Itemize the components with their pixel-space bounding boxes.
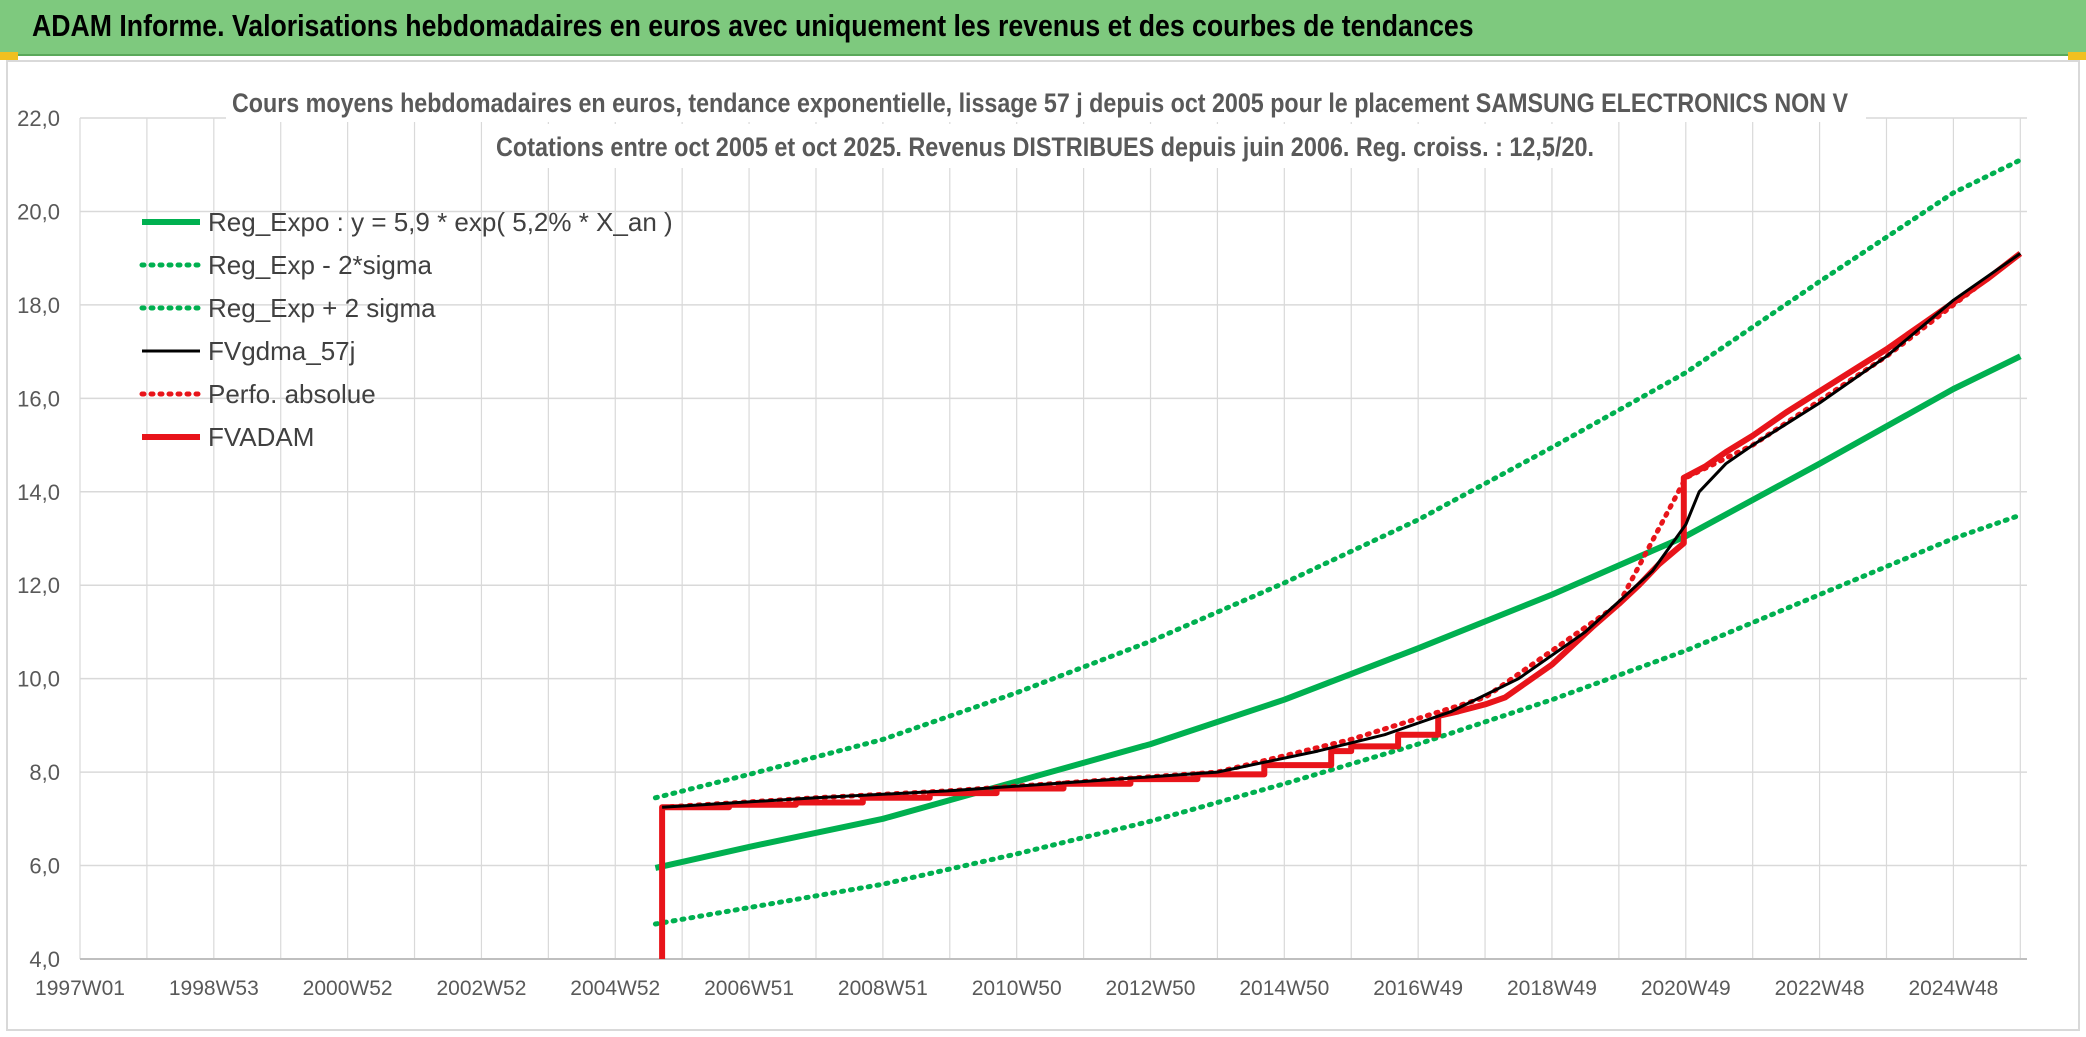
x-tick-label: 1998W53 xyxy=(169,977,259,1000)
series-line-3 xyxy=(662,252,2022,809)
x-tick-label: 2006W51 xyxy=(704,977,794,1000)
series-line-1 xyxy=(652,512,2023,927)
corner-mark-right xyxy=(2068,52,2086,60)
series-line-5 xyxy=(659,251,2023,959)
y-tick-label: 18,0 xyxy=(17,293,60,318)
legend-label: Reg_Expo : y = 5,9 * exp( 5,2% * X_an ) xyxy=(208,207,673,237)
y-tick-label: 10,0 xyxy=(17,667,60,692)
x-tick-label: 2000W52 xyxy=(303,977,393,1000)
y-tick-label: 22,0 xyxy=(17,106,60,131)
x-tick-label: 2012W50 xyxy=(1106,977,1196,1000)
report-title: ADAM Informe. Valorisations hebdomadaire… xyxy=(32,8,1474,43)
series-line-2 xyxy=(652,157,2023,801)
chart-series xyxy=(652,157,2023,959)
y-tick-label: 20,0 xyxy=(17,199,60,224)
chart-axes: 4,0 6,0 8,0 10,0 12,0 14,0 16,0 18,0 20,0 22,0 199… xyxy=(17,106,2027,1000)
corner-mark-left xyxy=(0,52,18,60)
title-backdrop xyxy=(226,82,1866,122)
x-tick-label: 1997W01 xyxy=(35,977,125,1000)
x-tick-label: 2010W50 xyxy=(972,977,1062,1000)
x-tick-label: 2020W49 xyxy=(1641,977,1731,1000)
subtitle-backdrop xyxy=(486,124,1606,168)
y-tick-label: 14,0 xyxy=(17,480,60,505)
y-tick-label: 8,0 xyxy=(29,760,60,785)
chart-legend: Reg_Expo : y = 5,9 * exp( 5,2% * X_an ) R… xyxy=(139,207,673,452)
legend-label: Reg_Exp - 2*sigma xyxy=(208,250,433,280)
x-tick-label: 2016W49 xyxy=(1373,977,1463,1000)
x-tick-label: 2018W49 xyxy=(1507,977,1597,1000)
chart-subtitle: Cotations entre oct 2005 et oct 2025. Re… xyxy=(496,132,1594,162)
x-tick-label: 2008W51 xyxy=(838,977,928,1000)
series-line-0 xyxy=(654,353,2022,871)
chart-frame xyxy=(6,60,2080,1031)
y-tick-label: 16,0 xyxy=(17,386,60,411)
x-tick-label: 2022W48 xyxy=(1775,977,1865,1000)
x-tick-label: 2002W52 xyxy=(436,977,526,1000)
x-tick-label: 2014W50 xyxy=(1239,977,1329,1000)
legend-label: Perfo. absolue xyxy=(208,379,376,409)
chart-grid xyxy=(79,117,2027,960)
legend-label: FVADAM xyxy=(208,422,314,452)
y-tick-label: 6,0 xyxy=(29,854,60,879)
x-tick-label: 2024W48 xyxy=(1908,977,1998,1000)
chart-title: Cours moyens hebdomadaires en euros, ten… xyxy=(232,88,1848,118)
legend-label: FVgdma_57j xyxy=(208,336,355,366)
report-banner: ADAM Informe. Valorisations hebdomadaire… xyxy=(0,0,2086,56)
series-line-4 xyxy=(659,251,2023,810)
y-tick-label: 4,0 xyxy=(29,947,60,972)
y-tick-label: 12,0 xyxy=(17,573,60,598)
x-tick-label: 2004W52 xyxy=(570,977,660,1000)
legend-label: Reg_Exp + 2 sigma xyxy=(208,293,436,323)
